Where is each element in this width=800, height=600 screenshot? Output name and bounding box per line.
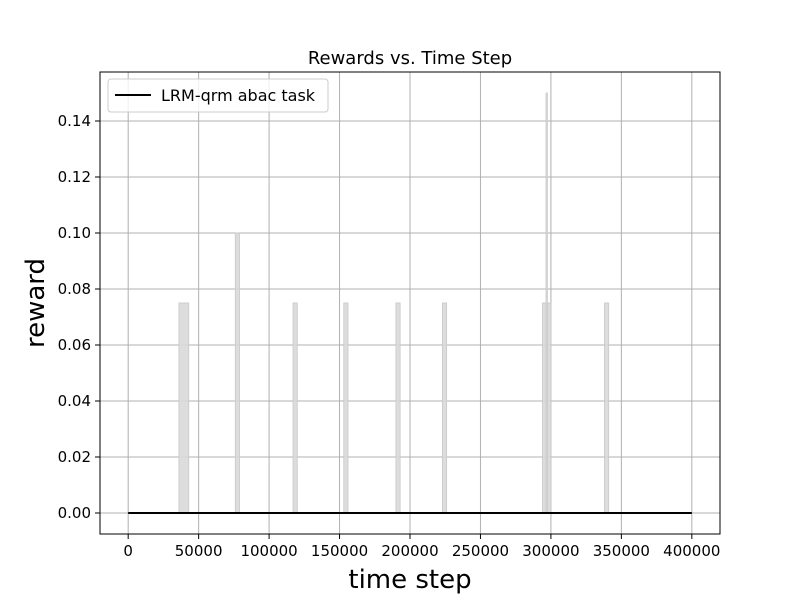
y-tick-label: 0.12 bbox=[58, 168, 91, 186]
shaded-bands bbox=[178, 92, 610, 514]
legend-box bbox=[107, 78, 329, 113]
x-tick-label: 200000 bbox=[381, 542, 438, 560]
legend-label: LRM-qrm abac task bbox=[161, 86, 316, 105]
shaded-band bbox=[545, 92, 548, 514]
y-tick-label: 0.10 bbox=[58, 224, 91, 242]
shaded-band bbox=[604, 302, 610, 514]
y-axis-label: reward bbox=[21, 258, 51, 348]
y-tick-label: 0.14 bbox=[58, 112, 91, 130]
x-axis-ticks: 0 50000 100000 150000 200000 250000 300000 3500… bbox=[123, 534, 720, 560]
shaded-band bbox=[395, 302, 401, 514]
shaded-band bbox=[234, 232, 240, 514]
y-tick-label: 0.08 bbox=[58, 280, 91, 298]
shaded-band bbox=[442, 302, 448, 514]
shaded-band bbox=[343, 302, 349, 514]
x-tick-label: 100000 bbox=[240, 542, 297, 560]
y-tick-label: 0.04 bbox=[58, 392, 91, 410]
x-axis-label: time step bbox=[348, 565, 471, 595]
y-tick-label: 0.02 bbox=[58, 448, 91, 466]
y-axis-ticks: 0.00 0.02 0.04 0.06 0.08 0.10 0.12 0.14 bbox=[58, 112, 100, 522]
y-tick-label: 0.00 bbox=[58, 504, 91, 522]
x-tick-label: 400000 bbox=[663, 542, 720, 560]
chart-title: Rewards vs. Time Step bbox=[308, 48, 512, 69]
x-tick-label: 350000 bbox=[593, 542, 650, 560]
y-tick-label: 0.06 bbox=[58, 336, 91, 354]
shaded-band bbox=[292, 302, 298, 514]
legend: LRM-qrm abac task bbox=[107, 78, 329, 113]
x-tick-label: 300000 bbox=[522, 542, 579, 560]
shaded-band bbox=[178, 302, 190, 514]
x-tick-label: 0 bbox=[123, 542, 133, 560]
x-tick-label: 150000 bbox=[311, 542, 368, 560]
x-tick-label: 250000 bbox=[452, 542, 509, 560]
x-tick-label: 50000 bbox=[175, 542, 223, 560]
